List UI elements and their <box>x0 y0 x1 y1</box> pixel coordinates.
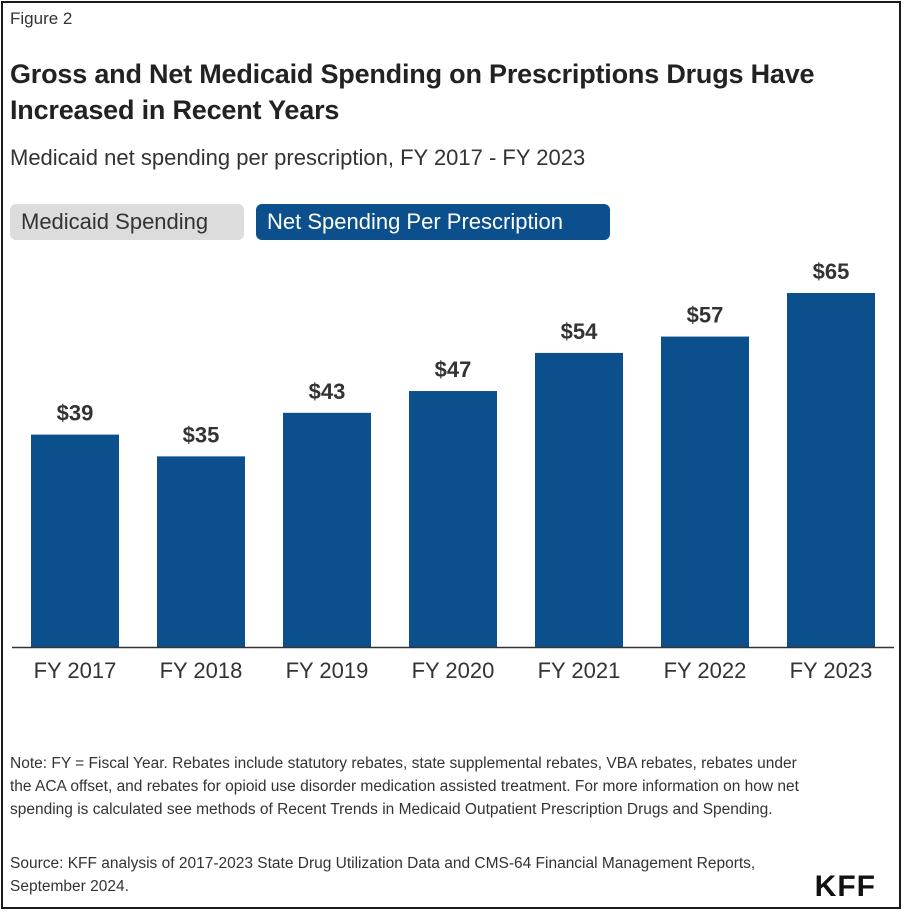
bar-fy-2017 <box>31 434 119 647</box>
data-label: $43 <box>309 379 346 404</box>
x-tick-label: FY 2021 <box>538 658 621 683</box>
bar-fy-2020 <box>409 391 497 647</box>
bar-fy-2021 <box>535 352 623 647</box>
toggle-medicaid-spending[interactable]: Medicaid Spending <box>10 204 244 240</box>
chart-source: Source: KFF analysis of 2017-2023 State … <box>10 855 756 895</box>
bar-fy-2022 <box>661 336 749 647</box>
figure-label: Figure 2 <box>10 9 73 28</box>
data-label: $47 <box>435 357 472 382</box>
data-label: $39 <box>57 401 94 426</box>
x-tick-label: FY 2017 <box>34 658 117 683</box>
bar-fy-2019 <box>283 412 371 647</box>
data-label: $54 <box>561 319 598 344</box>
bar-fy-2018 <box>157 456 245 647</box>
chart-subtitle: Medicaid net spending per prescription, … <box>10 145 586 170</box>
data-label: $35 <box>183 422 220 447</box>
bar-fy-2023 <box>787 293 875 647</box>
chart-note: Note: FY = Fiscal Year. Rebates include … <box>10 755 799 818</box>
bar-chart: $39 FY 2017 $35 FY 2018 $43 FY 2019 $47 FY 2020… <box>12 259 894 683</box>
x-tick-label: FY 2022 <box>664 658 747 683</box>
kff-logo: KFF <box>814 870 876 903</box>
x-tick-label: FY 2019 <box>286 658 369 683</box>
data-label: $57 <box>687 303 724 328</box>
x-tick-label: FY 2020 <box>412 658 495 683</box>
x-tick-label: FY 2023 <box>790 658 873 683</box>
chart-title: Gross and Net Medicaid Spending on Presc… <box>10 59 815 125</box>
x-tick-label: FY 2018 <box>160 658 243 683</box>
data-label: $65 <box>813 259 850 284</box>
toggle-net-spending-per-prescription[interactable]: Net Spending Per Prescription <box>256 204 610 240</box>
